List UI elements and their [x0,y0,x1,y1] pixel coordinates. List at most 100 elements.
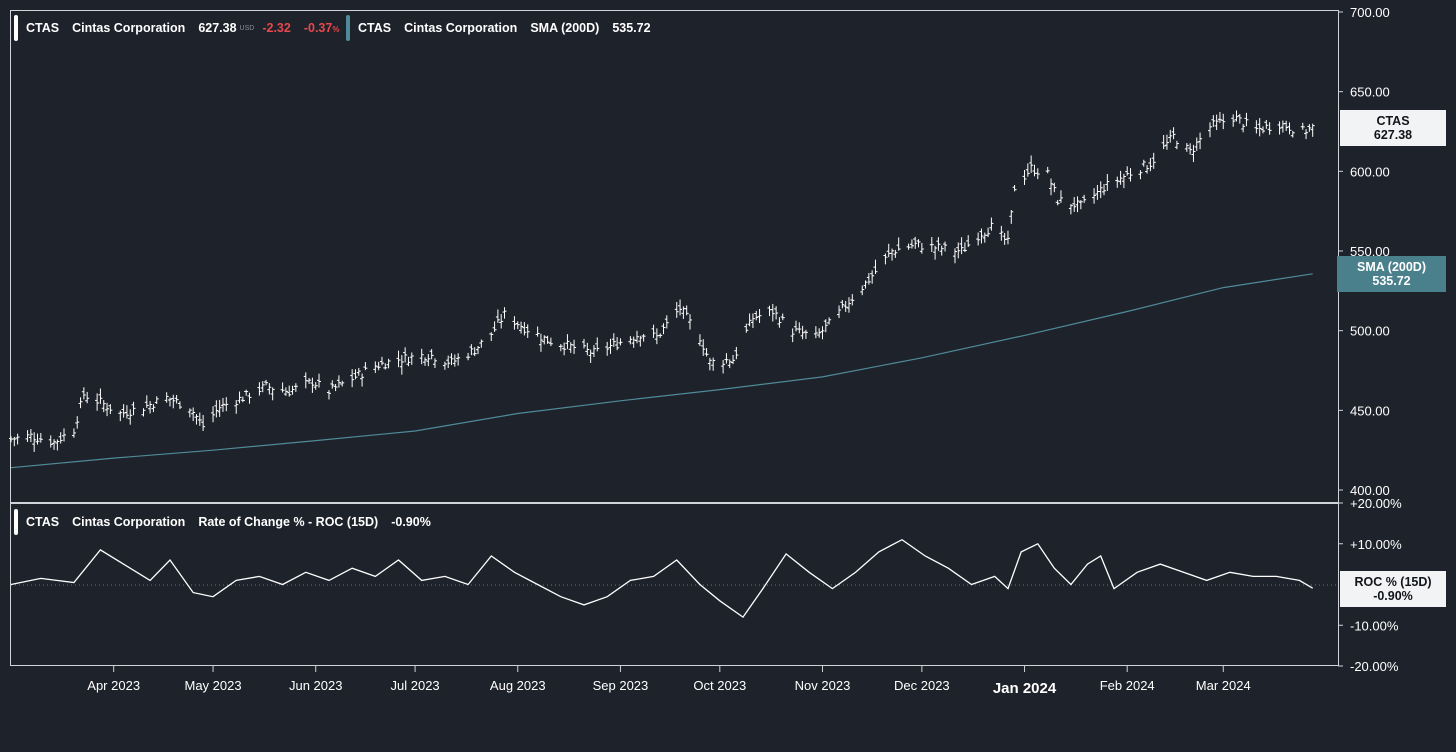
legend-change-pct-value: -0.37 [303,21,333,35]
ohlc-bar [585,342,590,356]
ohlc-bar [174,394,179,404]
ohlc-bar [678,299,683,316]
ohlc-bar [1237,113,1242,124]
ohlc-bar [631,336,636,348]
ohlc-bar [171,394,176,409]
ohlc-bar [1234,110,1239,122]
ohlc-bar [141,408,146,417]
price-legend[interactable]: CTAS Cintas Corporation 627.38 USD -2.32… [14,15,353,41]
ohlc-bar [1264,119,1269,129]
ohlc-bar [1168,129,1173,143]
ohlc-bar [376,361,381,371]
ohlc-bar [635,330,640,344]
ohlc-bar [797,322,802,334]
ohlc-bar [164,392,169,403]
ohlc-bar [257,382,262,396]
sma-last-value-tag: SMA (200D) 535.72 [1337,256,1446,292]
ohlc-bar [1217,112,1222,123]
roc-axis-label: +20.00% [1350,496,1402,511]
ohlc-bar [214,400,219,418]
ohlc-bar [237,391,242,404]
ohlc-bar [1148,158,1153,172]
ohlc-bar [747,313,752,327]
ohlc-bar [1191,144,1196,163]
roc-legend[interactable]: CTAS Cintas Corporation Rate of Change %… [14,509,444,535]
sma-legend-company-name: Cintas Corporation [404,21,518,35]
ohlc-bar [936,237,941,251]
ohlc-bar [538,333,543,352]
ohlc-bar [641,333,646,342]
ohlc-bar [81,387,86,400]
ohlc-bar [989,217,994,231]
ohlc-bar [767,305,772,317]
roc-axis: +20.00% +10.00% -10.00% -20.00% [1338,496,1402,674]
ohlc-bar [919,243,924,254]
ohlc-bar [58,432,63,444]
ohlc-bar [1211,115,1216,128]
ohlc-bar [611,333,616,347]
ohlc-bar [588,349,593,363]
ohlc-bar [340,380,345,387]
ohlc-bar [820,326,825,340]
sma-legend-value: 535.72 [612,21,651,35]
ohlc-bar [721,360,726,374]
ohlc-bar [124,405,129,419]
ohlc-bar [386,358,391,369]
ohlc-bar [883,253,888,265]
sma-legend-indicator: SMA (200D) [530,21,600,35]
ohlc-bar [303,372,308,389]
time-axis-label: Aug 2023 [490,678,546,693]
ohlc-bar [1125,166,1130,176]
ohlc-bar [317,373,322,388]
ohlc-bar [1121,173,1126,189]
ohlc-bar [396,350,401,368]
ohlc-bar [85,391,90,404]
ohlc-bar [823,319,828,333]
sma-legend-symbol: CTAS [358,21,392,35]
ohlc-bar [472,347,477,357]
roc-legend-color-bar [14,509,18,535]
price-axis-label: 700.00 [1350,5,1390,20]
ohlc-bar [499,314,504,329]
sma-legend[interactable]: CTAS Cintas Corporation SMA (200D) 535.7… [346,15,664,41]
ohlc-bar [1035,168,1040,180]
ohlc-bar [943,241,948,252]
ohlc-bar [595,337,600,352]
legend-currency: USD [239,24,255,32]
ohlc-bar [1145,165,1150,174]
time-axis-label: Apr 2023 [87,678,140,693]
ohlc-bar [860,285,865,296]
ohlc-bar [962,242,967,253]
ohlc-bar [843,300,848,312]
ohlc-bar [71,428,76,438]
ohlc-bar [608,338,613,354]
ohlc-bar [264,379,269,386]
roc-axis-label: +10.00% [1350,537,1402,552]
ohlc-bar [101,400,106,413]
ohlc-bar [863,280,868,289]
time-axis-label: Feb 2024 [1100,678,1155,693]
ohlc-bar [565,334,570,350]
price-series [9,110,1315,452]
ohlc-bar [131,401,136,416]
ohlc-bar [1164,134,1169,150]
ohlc-bar [151,404,156,413]
ohlc-bar [1102,184,1107,196]
ohlc-bar [446,355,451,369]
ohlc-bar [727,359,732,369]
ohlc-bar [234,400,239,414]
ohlc-bar [399,355,404,375]
ohlc-bar [956,242,961,259]
ohlc-bar [333,384,338,392]
ohlc-bar [1049,178,1054,196]
ohlc-bar [1078,200,1083,210]
ohlc-bar [1184,143,1189,152]
ohlc-bar [522,322,527,336]
ohlc-bar [803,329,808,339]
ohlc-bar [1174,140,1179,150]
ohlc-bar [224,397,229,412]
ohlc-bar [330,380,335,389]
ohlc-bar [1231,114,1236,127]
ohlc-bar [999,225,1004,241]
